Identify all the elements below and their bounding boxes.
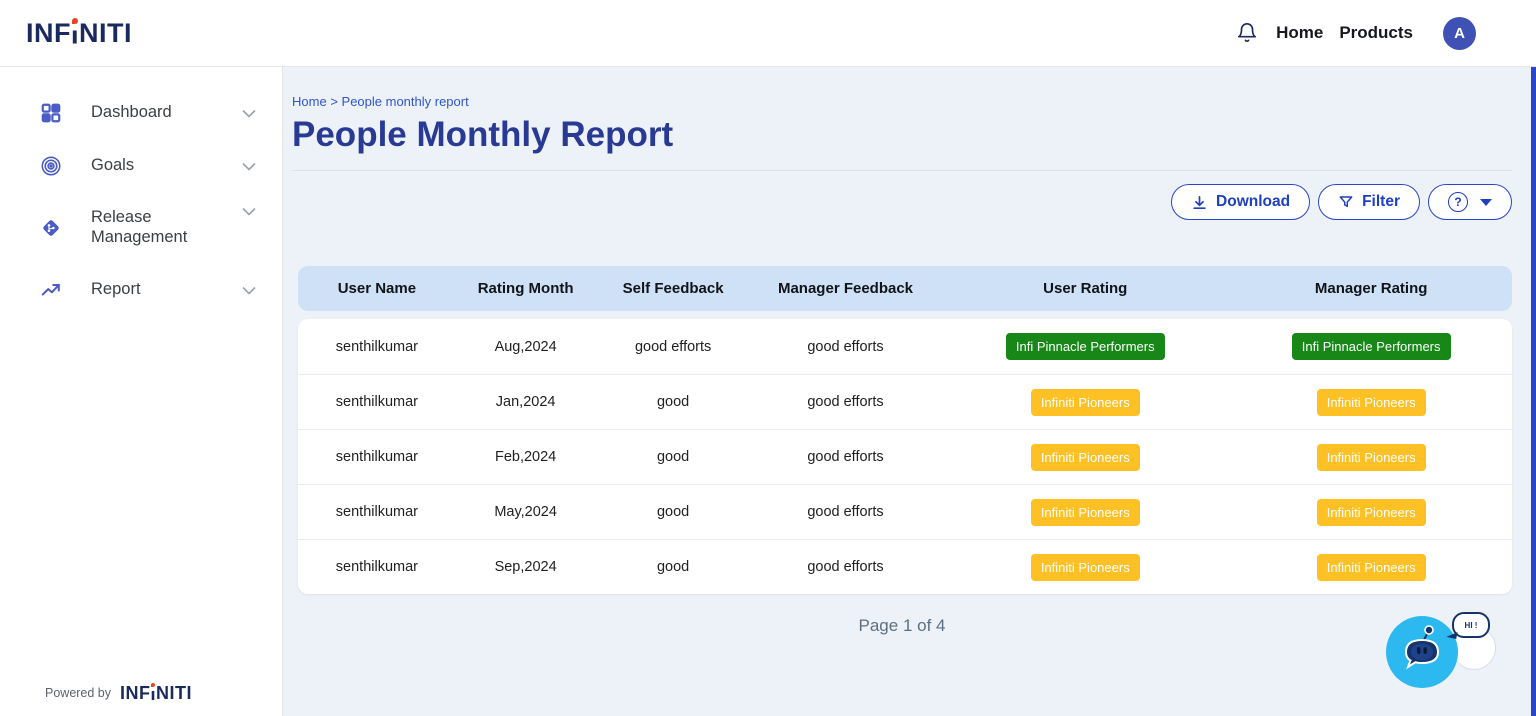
download-icon	[1191, 194, 1208, 211]
sidebar-item-label: Report	[91, 280, 242, 300]
cell-rating-month: Jan,2024	[456, 394, 596, 410]
manager-rating-badge: Infi Pinnacle Performers	[1292, 333, 1451, 360]
pagination-status: Page 1 of 4	[292, 616, 1512, 636]
cell-self-feedback: good efforts	[595, 339, 750, 355]
table-row: senthilkumar Jan,2024 good good efforts …	[298, 374, 1512, 429]
dashboard-grid-icon	[40, 102, 62, 124]
cell-rating-month: Sep,2024	[456, 559, 596, 575]
logo-dot-icon	[151, 683, 155, 687]
chatbot-greeting-bubble: HI !	[1452, 612, 1490, 638]
main-content: Home > People monthly report People Mont…	[283, 67, 1536, 716]
top-header: INFINITI Home Products A	[0, 0, 1536, 67]
chatbot-widget[interactable]: HI !	[1386, 612, 1496, 690]
breadcrumb: Home > People monthly report	[292, 94, 1512, 109]
col-rating-month: Rating Month	[456, 280, 596, 297]
sidebar-item-report[interactable]: Report	[0, 270, 282, 310]
vertical-scrollbar[interactable]	[1531, 0, 1536, 716]
logo-dot-icon	[72, 18, 78, 24]
cell-manager-feedback: good efforts	[751, 339, 940, 355]
manager-rating-badge: Infiniti Pioneers	[1317, 554, 1426, 581]
user-rating-badge: Infiniti Pioneers	[1031, 444, 1140, 471]
cell-rating-month: May,2024	[456, 504, 596, 520]
manager-rating-badge: Infiniti Pioneers	[1317, 499, 1426, 526]
col-manager-feedback: Manager Feedback	[751, 280, 940, 297]
sidebar-item-dashboard[interactable]: Dashboard	[0, 93, 282, 133]
cell-self-feedback: good	[595, 449, 750, 465]
table-row: senthilkumar May,2024 good good efforts …	[298, 484, 1512, 539]
filter-icon	[1338, 194, 1354, 210]
chevron-down-icon	[242, 286, 256, 295]
nav-products-link[interactable]: Products	[1339, 23, 1413, 43]
cell-rating-month: Aug,2024	[456, 339, 596, 355]
help-dropdown-button[interactable]: ?	[1428, 184, 1512, 220]
caret-down-icon	[1480, 199, 1492, 206]
powered-by: Powered by INFINITI	[0, 670, 282, 716]
user-rating-badge: Infiniti Pioneers	[1031, 389, 1140, 416]
col-user-rating: User Rating	[940, 280, 1230, 297]
user-rating-badge: Infi Pinnacle Performers	[1006, 333, 1165, 360]
filter-button[interactable]: Filter	[1318, 184, 1420, 220]
table-header-row: User Name Rating Month Self Feedback Man…	[298, 266, 1512, 311]
table-body: senthilkumar Aug,2024 good efforts good …	[298, 319, 1512, 594]
breadcrumb-current[interactable]: People monthly report	[342, 94, 469, 109]
title-divider	[292, 170, 1512, 171]
cell-self-feedback: good	[595, 504, 750, 520]
cell-user-name: senthilkumar	[298, 449, 456, 465]
sidebar-item-label: Goals	[91, 156, 242, 176]
report-trend-icon	[40, 279, 62, 301]
download-button[interactable]: Download	[1171, 184, 1310, 220]
sidebar-item-goals[interactable]: Goals	[0, 146, 282, 186]
release-diamond-icon	[40, 217, 62, 239]
cell-self-feedback: good	[595, 559, 750, 575]
cell-user-name: senthilkumar	[298, 504, 456, 520]
cell-manager-feedback: good efforts	[751, 394, 940, 410]
table-row: senthilkumar Aug,2024 good efforts good …	[298, 319, 1512, 374]
cell-manager-feedback: good efforts	[751, 559, 940, 575]
help-icon: ?	[1448, 192, 1468, 212]
manager-rating-badge: Infiniti Pioneers	[1317, 389, 1426, 416]
notification-bell-icon[interactable]	[1236, 22, 1258, 44]
robot-icon	[1394, 620, 1450, 682]
nav-home-link[interactable]: Home	[1276, 23, 1323, 43]
powered-by-label: Powered by	[45, 686, 111, 700]
infiniti-footer-logo: INFINITI	[120, 684, 192, 702]
cell-user-name: senthilkumar	[298, 559, 456, 575]
cell-self-feedback: good	[595, 394, 750, 410]
cell-manager-feedback: good efforts	[751, 449, 940, 465]
logo-text: INF	[26, 20, 71, 47]
manager-rating-badge: Infiniti Pioneers	[1317, 444, 1426, 471]
col-user-name: User Name	[298, 280, 456, 297]
breadcrumb-separator: >	[330, 94, 338, 109]
sidebar-item-label: Dashboard	[91, 103, 242, 123]
user-avatar[interactable]: A	[1443, 17, 1476, 50]
monthly-report-table: User Name Rating Month Self Feedback Man…	[298, 266, 1512, 594]
col-manager-rating: Manager Rating	[1230, 280, 1512, 297]
chevron-down-icon	[242, 109, 256, 118]
chevron-down-icon	[242, 207, 256, 216]
goals-target-icon	[40, 155, 62, 177]
chevron-down-icon	[242, 162, 256, 171]
infiniti-logo: INFINITI	[26, 20, 132, 47]
sidebar-item-label: Release Management	[91, 208, 242, 248]
cell-rating-month: Feb,2024	[456, 449, 596, 465]
col-self-feedback: Self Feedback	[595, 280, 750, 297]
user-rating-badge: Infiniti Pioneers	[1031, 499, 1140, 526]
table-row: senthilkumar Sep,2024 good good efforts …	[298, 539, 1512, 594]
cell-user-name: senthilkumar	[298, 339, 456, 355]
toolbar: Download Filter ?	[292, 184, 1512, 220]
user-rating-badge: Infiniti Pioneers	[1031, 554, 1140, 581]
sidebar: Dashboard Goals Release Management	[0, 67, 283, 716]
page-title: People Monthly Report	[292, 115, 1512, 155]
breadcrumb-home-link[interactable]: Home	[292, 94, 327, 109]
cell-manager-feedback: good efforts	[751, 504, 940, 520]
table-row: senthilkumar Feb,2024 good good efforts …	[298, 429, 1512, 484]
cell-user-name: senthilkumar	[298, 394, 456, 410]
sidebar-item-release-management[interactable]: Release Management	[0, 199, 282, 257]
